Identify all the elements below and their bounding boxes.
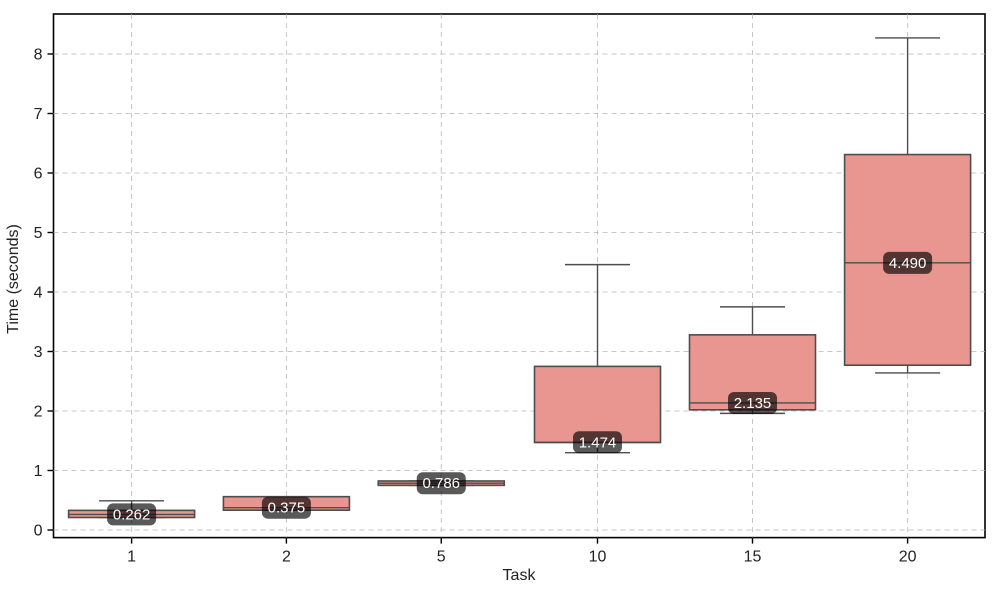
svg-text:20: 20	[899, 549, 917, 566]
svg-text:5: 5	[437, 549, 446, 566]
svg-text:1: 1	[127, 549, 136, 566]
svg-text:8: 8	[34, 47, 43, 64]
svg-text:10: 10	[589, 549, 607, 566]
svg-text:0: 0	[34, 523, 43, 540]
svg-text:2: 2	[282, 549, 291, 566]
svg-text:7: 7	[34, 106, 43, 123]
svg-text:6: 6	[34, 166, 43, 183]
svg-text:1.474: 1.474	[579, 434, 617, 451]
svg-text:0.262: 0.262	[113, 506, 151, 523]
svg-text:3: 3	[34, 344, 43, 361]
svg-text:2: 2	[34, 404, 43, 421]
svg-text:2.135: 2.135	[734, 395, 772, 412]
svg-text:1: 1	[34, 463, 43, 480]
svg-text:15: 15	[744, 549, 762, 566]
svg-text:4.490: 4.490	[889, 255, 927, 272]
svg-text:0.786: 0.786	[422, 475, 460, 492]
svg-text:5: 5	[34, 225, 43, 242]
svg-text:4: 4	[34, 285, 43, 302]
svg-text:0.375: 0.375	[268, 500, 306, 517]
